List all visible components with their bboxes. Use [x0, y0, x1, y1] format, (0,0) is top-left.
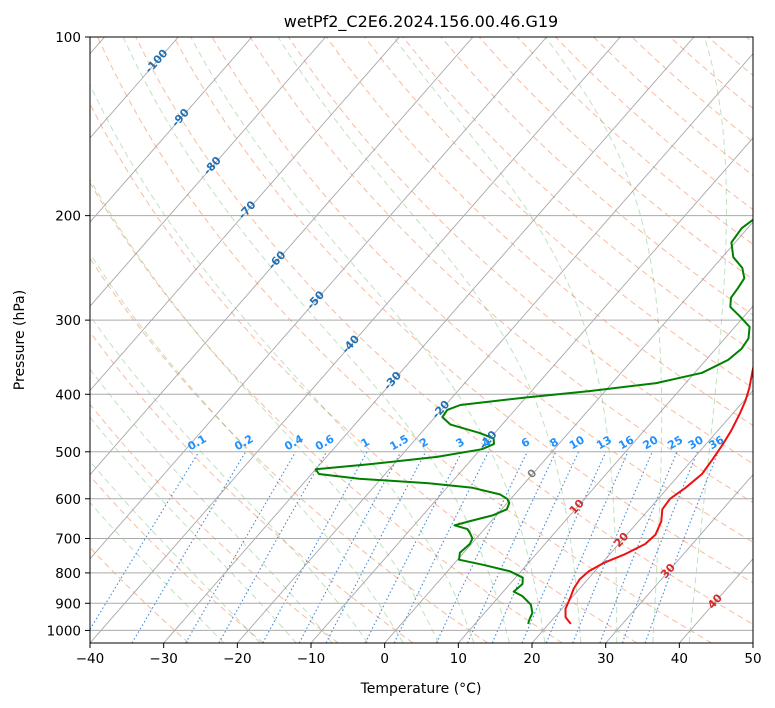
dry-adiabat — [97, 37, 712, 643]
y-tick-label: 100 — [55, 30, 81, 46]
plot-background — [90, 37, 753, 643]
plot-area — [90, 37, 753, 643]
y-tick-label: 500 — [55, 445, 81, 461]
x-tick-label: 10 — [450, 651, 467, 667]
y-tick-label: 200 — [55, 209, 81, 225]
plot-frame — [89, 36, 754, 644]
mixing-ratio-line — [599, 451, 678, 643]
dry-adiabat — [135, 37, 753, 625]
isotherm — [236, 53, 753, 643]
x-tick-label: −10 — [297, 651, 326, 667]
dry-adiabat — [90, 475, 264, 643]
x-tick-label: 20 — [523, 651, 540, 667]
y-tick-label: 600 — [55, 492, 81, 508]
isotherm — [605, 473, 753, 643]
pressure-gridlines — [90, 37, 753, 631]
dry-adiabat — [90, 403, 339, 643]
mixing-ratio-line — [298, 451, 402, 643]
x-tick-label: −30 — [149, 651, 178, 667]
y-tick-label: 800 — [55, 566, 81, 582]
dry-adiabat — [90, 102, 638, 643]
profile-lines — [314, 218, 753, 625]
dry-adiabat — [90, 181, 563, 643]
moist-adiabat — [688, 37, 727, 643]
dry-adiabat — [90, 546, 190, 643]
x-tick-label: −40 — [76, 651, 105, 667]
isotherm — [90, 37, 547, 560]
axes: −40 −30 −20 −10 0 10 20 30 40 50 100 200 300 400 500 60… — [47, 30, 762, 667]
isotherm — [90, 37, 326, 307]
temperature-line — [564, 364, 753, 625]
moist-adiabat — [190, 37, 546, 643]
dry-adiabat — [440, 37, 753, 316]
dry-adiabat — [90, 257, 488, 643]
isotherm — [90, 37, 621, 643]
isotherm — [90, 37, 253, 223]
y-axis-label: Pressure (hPa) — [12, 290, 28, 390]
dry-adiabat — [173, 37, 753, 584]
y-tick-label: 1000 — [47, 623, 81, 639]
moist-adiabat — [277, 37, 582, 643]
mixing-ratio-line — [262, 451, 368, 643]
x-tick-label: 40 — [671, 651, 688, 667]
mixing-ratio-line — [545, 451, 629, 643]
mixing-ratio-line — [218, 451, 327, 643]
moist-adiabat — [90, 460, 261, 643]
moist-adiabat — [90, 83, 475, 643]
isotherm — [90, 37, 400, 392]
moist-adiabat — [544, 37, 663, 643]
mixing-ratio-line — [393, 451, 489, 643]
mixing-ratio-line — [621, 451, 699, 643]
x-tick-label: 50 — [744, 651, 761, 667]
isotherm — [384, 221, 753, 643]
isotherm — [163, 37, 695, 643]
y-tick-label: 900 — [55, 596, 81, 612]
x-tick-label: 0 — [380, 651, 389, 667]
dry-adiabat — [287, 37, 753, 465]
x-axis-label: Temperature (°C) — [360, 681, 482, 697]
y-tick-label: 400 — [55, 387, 81, 403]
background-lines — [90, 37, 753, 643]
mixing-ratio-line — [364, 451, 463, 643]
x-tick-label: −20 — [223, 651, 252, 667]
mixing-ratio-line — [644, 451, 719, 643]
dry-adiabat — [249, 37, 753, 504]
y-tick-label: 700 — [55, 532, 81, 548]
dewpoint-line — [314, 218, 753, 625]
isotherm — [90, 37, 474, 476]
moist-adiabat — [90, 368, 333, 643]
x-tick-label: 30 — [597, 651, 614, 667]
isotherm — [752, 642, 753, 643]
isotherm — [531, 389, 753, 643]
moist-adiabat — [90, 178, 439, 643]
moist-adiabat — [122, 37, 510, 643]
mixing-ratio-line — [90, 451, 200, 631]
moist-adiabat — [90, 416, 297, 643]
y-tick-label: 300 — [55, 313, 81, 329]
dry-adiabat — [326, 37, 753, 427]
chart-title: wetPf2_C2E6.2024.156.00.46.G19 — [284, 12, 558, 32]
isotherm — [457, 305, 753, 643]
mixing-ratio-line — [572, 451, 653, 643]
mixing-ratio-line — [521, 451, 607, 643]
moist-adiabat — [90, 314, 369, 643]
